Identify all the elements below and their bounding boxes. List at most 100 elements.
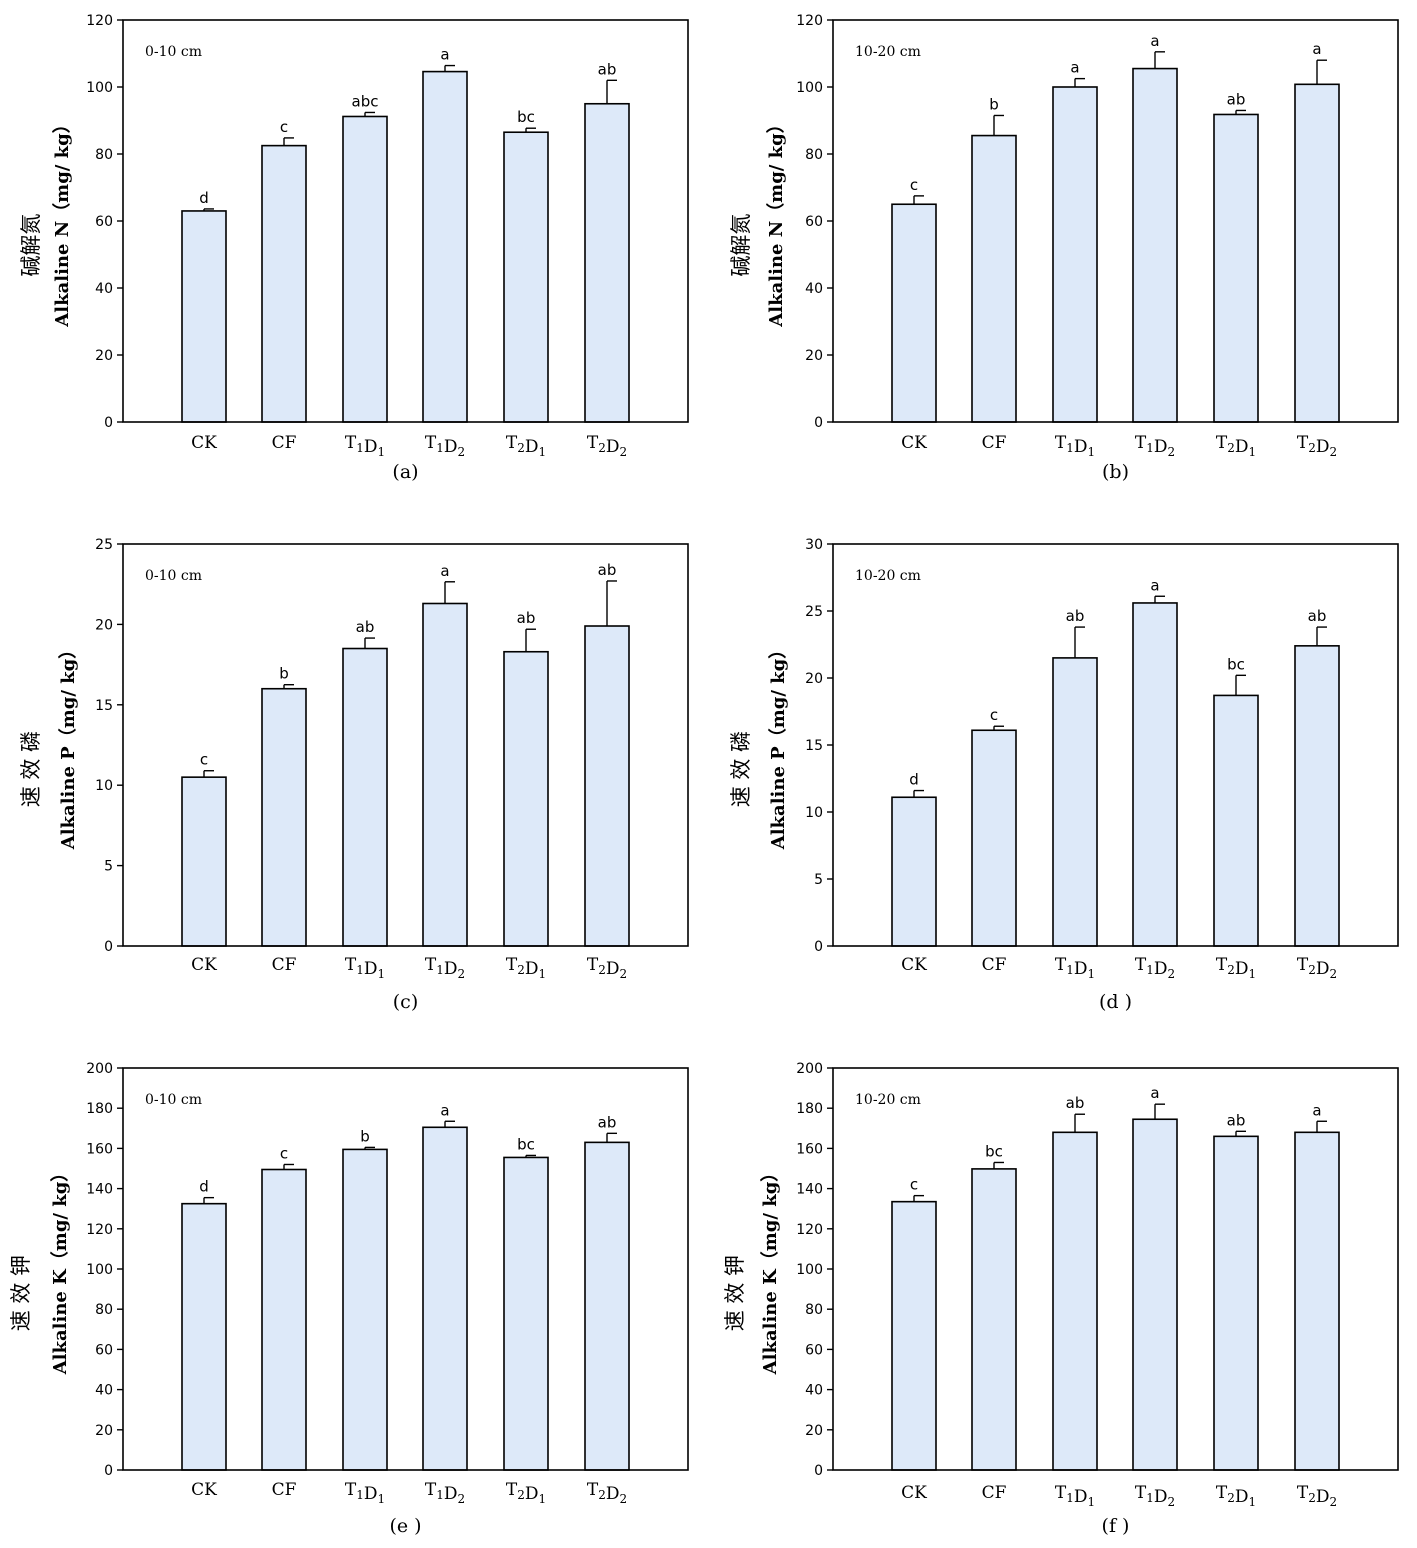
panel-label: (f ) [1102, 1515, 1130, 1537]
y-tick-label-3: 60 [805, 1342, 823, 1358]
x-tick-label-6: T2D2 [587, 433, 627, 459]
depth-label: 0-10 cm [145, 44, 202, 60]
significance-label-2: bc [985, 1142, 1003, 1160]
significance-label-1: c [910, 1176, 918, 1194]
bar-5 [503, 131, 549, 423]
bar-1 [891, 203, 937, 423]
bar-1 [181, 776, 227, 947]
bar-4 [422, 602, 468, 947]
y-tick-label-8: 160 [86, 1141, 113, 1157]
y-tick-label-3: 15 [95, 698, 113, 714]
x-tick-label-2: CF [982, 955, 1007, 975]
y-tick-label-0: 0 [814, 939, 823, 955]
y-tick-label-5: 100 [86, 1262, 113, 1278]
significance-label-3: ab [1066, 1094, 1085, 1112]
depth-label: 0-10 cm [145, 568, 202, 584]
x-tick-label-5: T2D1 [1216, 1483, 1256, 1509]
x-tick-label-6: T2D2 [1297, 955, 1337, 981]
bar-6 [1294, 1131, 1340, 1471]
significance-label-5: bc [1227, 655, 1245, 673]
plot-frame [122, 543, 689, 947]
significance-label-4: a [440, 562, 449, 580]
y-tick-label-4: 20 [805, 671, 823, 687]
bar-2 [261, 1168, 307, 1471]
y-tick-label-5: 100 [86, 80, 113, 96]
y-tick-label-2: 10 [95, 778, 113, 794]
x-tick-label-2: CF [982, 433, 1007, 453]
significance-label-5: bc [517, 108, 535, 126]
depth-label: 0-10 cm [145, 1092, 202, 1108]
y-tick-label-0: 0 [814, 415, 823, 431]
significance-label-1: d [199, 189, 209, 207]
significance-label-3: ab [1066, 607, 1085, 625]
significance-label-6: a [1312, 1101, 1321, 1119]
y-axis-label-cn: 速 效 钾 [723, 1255, 747, 1331]
significance-label-3: abc [352, 92, 379, 110]
significance-label-6: ab [598, 1113, 617, 1131]
x-tick-label-6: T2D2 [587, 1480, 627, 1506]
significance-label-6: ab [598, 561, 617, 579]
x-tick-label-2: CF [982, 1483, 1007, 1503]
y-tick-label-0: 0 [104, 939, 113, 955]
y-tick-label-7: 140 [796, 1182, 823, 1198]
x-tick-label-5: T2D1 [1216, 433, 1256, 459]
y-tick-label-4: 20 [95, 617, 113, 633]
bar-5 [1213, 694, 1259, 947]
bar-1 [181, 210, 227, 423]
bar-3 [342, 647, 388, 947]
bar-1 [891, 796, 937, 947]
bar-2 [971, 1168, 1017, 1471]
depth-label: 10-20 cm [855, 44, 921, 60]
significance-label-6: ab [1308, 607, 1327, 625]
y-tick-label-1: 5 [814, 872, 823, 888]
bar-2 [261, 687, 307, 947]
significance-label-1: d [199, 1178, 209, 1196]
x-tick-label-4: T1D2 [1135, 955, 1175, 981]
chart-panel-2: c b a a ab a 0 20 40 60 80 100 120 CK CF T1D1 T1D2 T2D1 T2… [729, 13, 1399, 483]
y-tick-label-4: 80 [805, 1302, 823, 1318]
significance-label-3: b [360, 1127, 370, 1145]
y-axis-label-cn: 碱解氮 [19, 214, 43, 277]
y-tick-label-5: 25 [95, 537, 113, 553]
y-tick-label-4: 80 [95, 1302, 113, 1318]
x-tick-label-2: CF [272, 955, 297, 975]
x-tick-label-1: CK [901, 1483, 927, 1503]
significance-label-5: ab [1227, 1111, 1246, 1129]
y-tick-label-1: 20 [805, 348, 823, 364]
y-tick-label-2: 40 [95, 1383, 113, 1399]
significance-label-1: c [200, 751, 208, 769]
significance-label-6: ab [598, 60, 617, 78]
significance-label-4: a [1150, 1084, 1159, 1102]
y-tick-label-1: 20 [95, 348, 113, 364]
x-tick-label-3: T1D1 [345, 955, 385, 981]
x-tick-label-1: CK [191, 433, 217, 453]
panel-label: (d ) [1099, 991, 1132, 1013]
significance-label-2: c [280, 118, 288, 136]
y-tick-label-1: 5 [104, 859, 113, 875]
x-tick-label-3: T1D1 [1055, 433, 1095, 459]
y-tick-label-3: 15 [805, 738, 823, 754]
significance-label-1: d [909, 771, 919, 789]
y-axis-label: Alkaline P（mg/ kg） [768, 641, 789, 851]
significance-label-4: a [1150, 32, 1159, 50]
significance-label-5: ab [1227, 90, 1246, 108]
y-tick-label-5: 25 [805, 604, 823, 620]
y-axis-label-cn: 速 效 磷 [19, 731, 43, 807]
chart-panel-4: d c ab a bc ab 0 5 10 15 20 25 30 CK CF T1D1 T1D2 T2D1 T2D… [729, 537, 1399, 1013]
x-tick-label-1: CK [901, 433, 927, 453]
x-tick-label-1: CK [901, 955, 927, 975]
depth-label: 10-20 cm [855, 568, 921, 584]
bar-6 [584, 1141, 630, 1471]
y-tick-label-8: 160 [796, 1141, 823, 1157]
y-tick-label-3: 60 [95, 214, 113, 230]
bar-4 [1132, 67, 1178, 423]
y-tick-label-2: 10 [805, 805, 823, 821]
bar-6 [1294, 83, 1340, 423]
x-tick-label-6: T2D2 [587, 955, 627, 981]
y-tick-label-2: 40 [805, 281, 823, 297]
panel-label: (a) [392, 461, 418, 483]
y-tick-label-3: 60 [95, 1342, 113, 1358]
y-tick-label-2: 40 [805, 1383, 823, 1399]
